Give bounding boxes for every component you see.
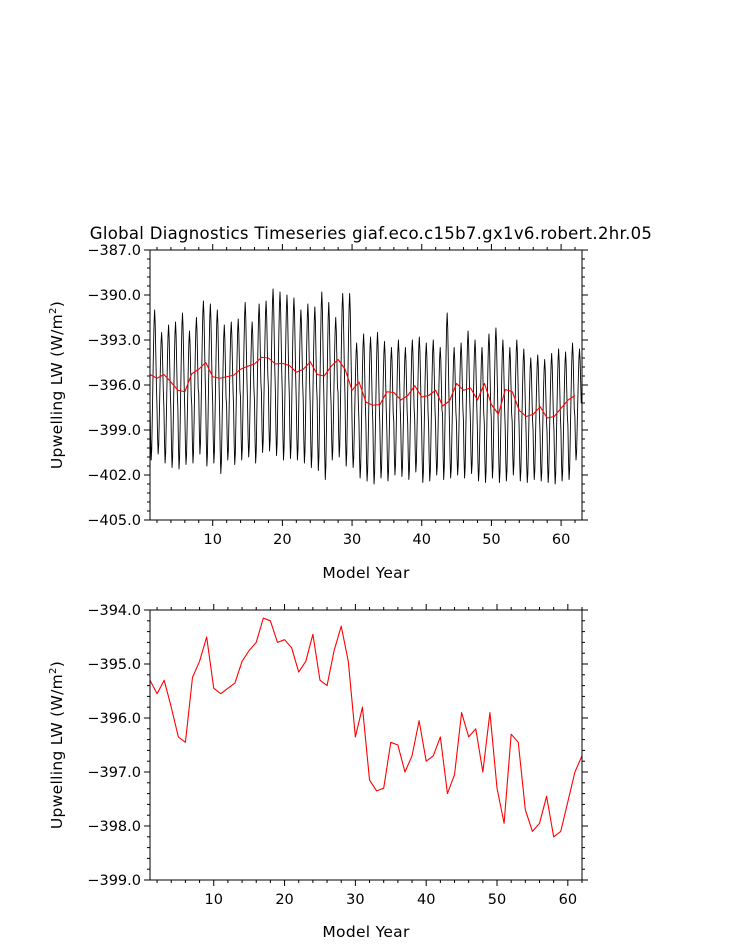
- top-y-axis-label: Upwelling LW (W/m2): [48, 301, 66, 469]
- x-tick-label: 20: [273, 532, 291, 548]
- y-tick-label: −402.0: [87, 468, 141, 484]
- bottom-panel: −399.0 −398.0 −397.0 −396.0 −395.0 −394.0 10 20…: [48, 603, 588, 941]
- x-tick-label: 40: [417, 892, 435, 908]
- y-tick-label: −393.0: [87, 333, 141, 349]
- x-tick-label: 40: [413, 532, 431, 548]
- bottom-series: [150, 617, 582, 838]
- y-tick-label: −396.0: [87, 711, 141, 727]
- x-tick-label: 50: [488, 892, 506, 908]
- x-tick-label: 30: [343, 532, 361, 548]
- bottom-x-axis-label: Model Year: [322, 923, 410, 941]
- y-tick-label: −387.0: [87, 243, 141, 259]
- x-tick-label: 60: [559, 892, 577, 908]
- y-tick-label: −397.0: [87, 765, 141, 781]
- y-tick-label: −399.0: [87, 873, 141, 889]
- bottom-y-axis-label: Upwelling LW (W/m2): [48, 661, 66, 829]
- annual-mean-line: [150, 356, 576, 419]
- top-tick-labels: −405.0 −402.0 −399.0 −396.0 −393.0 −390.0 −387…: [87, 243, 570, 548]
- top-x-axis-label: Model Year: [322, 564, 410, 582]
- y-tick-label: −398.0: [87, 819, 141, 835]
- y-tick-label: −390.0: [87, 288, 141, 304]
- x-tick-label: 10: [205, 892, 223, 908]
- top-plot-frame: [149, 249, 583, 521]
- monthly-series-line: [150, 288, 582, 485]
- y-tick-label: −395.0: [87, 657, 141, 673]
- top-series: [150, 288, 582, 485]
- x-tick-label: 50: [482, 532, 500, 548]
- y-tick-label: −399.0: [87, 423, 141, 439]
- x-tick-label: 30: [346, 892, 364, 908]
- y-tick-label: −396.0: [87, 378, 141, 394]
- x-tick-label: 10: [203, 532, 221, 548]
- bottom-tick-labels: −399.0 −398.0 −397.0 −396.0 −395.0 −394.0 10 20…: [87, 603, 577, 908]
- annual-mean-line: [150, 617, 582, 838]
- y-tick-label: −405.0: [87, 513, 141, 529]
- top-ticks: [144, 244, 588, 526]
- bottom-plot-frame: [149, 609, 583, 881]
- chart-title: Global Diagnostics Timeseries giaf.eco.c…: [90, 224, 652, 243]
- y-tick-label: −394.0: [87, 603, 141, 619]
- x-tick-label: 20: [275, 892, 293, 908]
- x-tick-label: 60: [552, 532, 570, 548]
- top-panel: Global Diagnostics Timeseries giaf.eco.c…: [48, 224, 652, 582]
